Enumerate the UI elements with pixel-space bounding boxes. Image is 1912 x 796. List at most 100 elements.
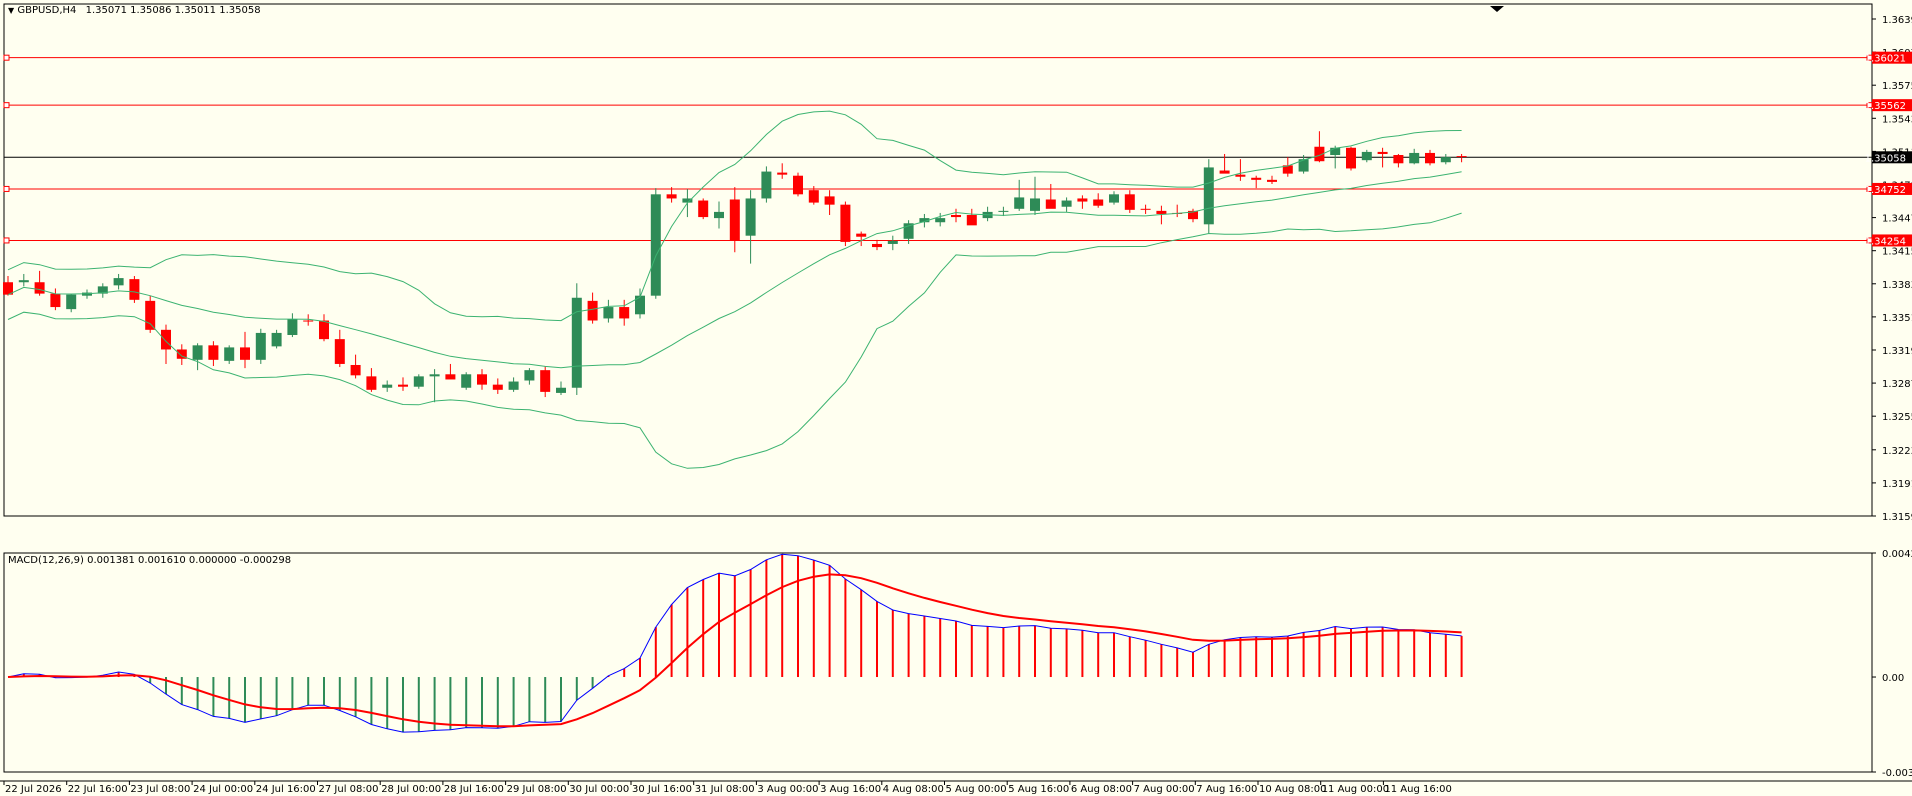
bear-candle[interactable] [587,300,598,321]
macd-panel[interactable] [3,552,1873,773]
bear-candle[interactable] [666,194,677,199]
bull-candle[interactable] [382,384,393,388]
bull-candle[interactable] [1061,200,1072,207]
bear-candle[interactable] [1425,152,1435,164]
bear-candle[interactable] [1267,179,1277,182]
bull-candle[interactable] [998,210,1009,212]
bear-candle[interactable] [619,307,630,319]
bear-candle[interactable] [398,384,408,387]
bull-candle[interactable] [556,387,566,393]
bull-candle[interactable] [1440,157,1451,163]
bear-candle[interactable] [334,339,345,364]
bull-candle[interactable] [1030,198,1040,211]
bear-candle[interactable] [319,320,329,340]
bull-candle[interactable] [919,218,930,223]
bull-candle[interactable] [524,370,535,381]
dropdown-arrow-icon[interactable]: ▼ [8,6,15,15]
bear-candle[interactable] [350,364,361,376]
bollinger-upper-band[interactable] [7,110,1462,322]
bull-candle[interactable] [429,374,440,377]
bear-candle[interactable] [176,349,187,359]
bear-candle[interactable] [161,329,171,350]
bull-candle[interactable] [1361,151,1372,161]
bear-candle[interactable] [145,300,156,330]
bear-candle[interactable] [951,215,961,218]
bull-candle[interactable] [1409,152,1420,164]
bear-candle[interactable] [3,282,13,295]
bull-candle[interactable] [650,194,661,296]
bear-candle[interactable] [966,215,977,226]
bull-candle[interactable] [887,240,898,244]
bull-candle[interactable] [903,223,914,239]
level-handle-left[interactable] [3,185,10,192]
bear-candle[interactable] [1282,165,1293,174]
bull-candle[interactable] [1203,167,1214,225]
bull-candle[interactable] [635,295,645,315]
bear-candle[interactable] [793,175,803,195]
bear-candle[interactable] [1124,194,1135,210]
bear-candle[interactable] [698,200,709,218]
bull-candle[interactable] [935,218,946,223]
shift-marker-icon[interactable] [1490,6,1504,12]
bear-candle[interactable] [1156,210,1167,214]
bull-candle[interactable] [1014,197,1025,209]
bear-candle[interactable] [492,384,503,390]
bull-candle[interactable] [97,286,108,294]
bear-candle[interactable] [303,320,314,322]
bear-candle[interactable] [1219,170,1230,174]
bear-candle[interactable] [1045,199,1056,209]
bull-candle[interactable] [761,171,772,199]
bull-candle[interactable] [192,345,203,360]
bull-candle[interactable] [1330,147,1341,156]
bull-candle[interactable] [508,381,519,390]
level-handle-left[interactable] [3,102,10,109]
bull-candle[interactable] [745,198,756,236]
bear-candle[interactable] [1188,210,1198,220]
bear-candle[interactable] [1346,147,1356,169]
bull-candle[interactable] [271,332,282,347]
bear-candle[interactable] [856,233,867,237]
bear-candle[interactable] [540,370,551,392]
bull-candle[interactable] [571,297,582,388]
bollinger-lower-band[interactable] [7,212,1462,469]
bull-candle[interactable] [66,294,77,310]
level-handle-left[interactable] [3,54,10,61]
bear-candle[interactable] [208,345,219,360]
level-handle-left[interactable] [3,237,10,244]
bull-candle[interactable] [1109,194,1119,203]
bear-candle[interactable] [34,282,45,294]
bear-candle[interactable] [1251,177,1262,180]
macd-signal-line[interactable] [7,573,1462,728]
bear-candle[interactable] [1314,146,1325,162]
bull-candle[interactable] [255,332,266,360]
bull-candle[interactable] [714,211,724,219]
bull-candle[interactable] [603,307,614,319]
bear-candle[interactable] [445,374,456,380]
bear-candle[interactable] [808,190,819,203]
bear-candle[interactable] [1377,151,1388,154]
bear-candle[interactable] [729,199,740,241]
bull-candle[interactable] [413,376,424,387]
bear-candle[interactable] [50,293,61,308]
bear-candle[interactable] [366,376,377,390]
bear-candle[interactable] [1393,155,1404,164]
bear-candle[interactable] [1235,174,1246,177]
bear-candle[interactable] [129,279,140,300]
bear-candle[interactable] [1077,198,1088,202]
price-panel[interactable] [3,3,1873,517]
bear-candle[interactable] [1140,208,1151,210]
bear-candle[interactable] [872,243,882,248]
bear-candle[interactable] [824,196,835,205]
bull-candle[interactable] [682,198,693,203]
bull-candle[interactable] [1298,159,1309,172]
bear-candle[interactable] [477,374,487,385]
bear-candle[interactable] [240,347,250,360]
bear-candle[interactable] [840,204,851,242]
bear-candle[interactable] [1456,156,1467,158]
bull-candle[interactable] [113,278,124,286]
bull-candle[interactable] [287,319,298,335]
bull-candle[interactable] [18,280,29,283]
bear-candle[interactable] [1093,199,1104,206]
bull-candle[interactable] [224,347,235,361]
